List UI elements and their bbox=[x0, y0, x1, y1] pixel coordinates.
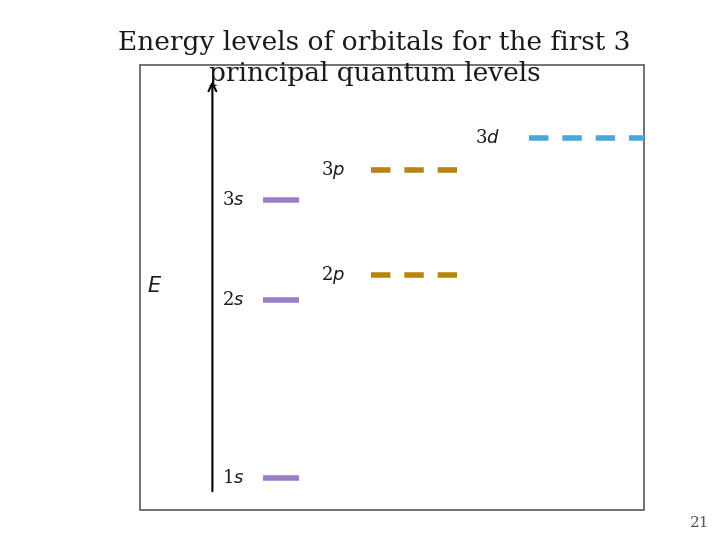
Text: 3$\it{s}$: 3$\it{s}$ bbox=[222, 191, 244, 209]
Text: 3$\it{d}$: 3$\it{d}$ bbox=[474, 129, 500, 147]
Text: 2$\it{p}$: 2$\it{p}$ bbox=[321, 265, 345, 286]
Text: $E$: $E$ bbox=[147, 276, 163, 296]
Text: 2$\it{s}$: 2$\it{s}$ bbox=[222, 291, 244, 309]
Text: Energy levels of orbitals for the first 3
principal quantum levels: Energy levels of orbitals for the first … bbox=[118, 30, 631, 86]
Bar bbox=[140, 65, 644, 510]
Text: 21: 21 bbox=[690, 516, 709, 530]
Text: 3$\it{p}$: 3$\it{p}$ bbox=[321, 159, 345, 181]
Text: 1$\it{s}$: 1$\it{s}$ bbox=[222, 469, 244, 487]
